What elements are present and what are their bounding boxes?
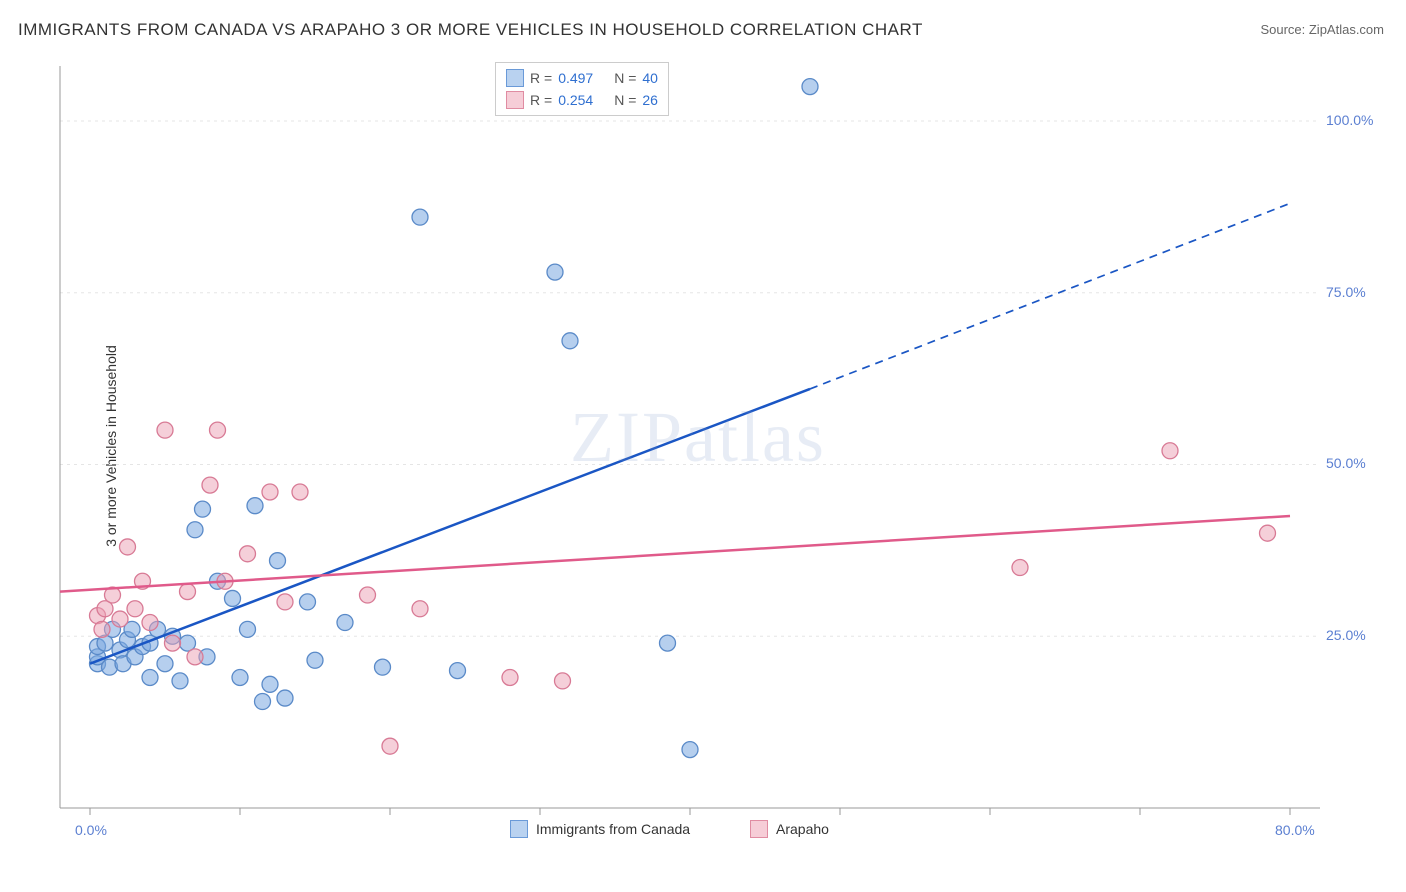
r-value: 0.254 [558, 89, 608, 111]
series-legend-canada: Immigrants from Canada [510, 820, 690, 838]
n-label: N = [614, 67, 636, 89]
r-label: R = [530, 89, 552, 111]
legend-row: R = 0.254 N = 26 [506, 89, 658, 111]
legend-label: Immigrants from Canada [536, 821, 690, 837]
source-name: ZipAtlas.com [1309, 22, 1384, 37]
legend-label: Arapaho [776, 821, 829, 837]
source-prefix: Source: [1260, 22, 1308, 37]
r-value: 0.497 [558, 67, 608, 89]
legend-swatch [506, 69, 524, 87]
correlation-legend: R = 0.497 N = 40 R = 0.254 N = 26 [495, 62, 669, 116]
x-tick-label: 80.0% [1275, 822, 1315, 838]
y-tick-label: 100.0% [1326, 112, 1373, 128]
x-tick-label: 0.0% [75, 822, 107, 838]
legend-swatch [506, 91, 524, 109]
legend-row: R = 0.497 N = 40 [506, 67, 658, 89]
legend-swatch [750, 820, 768, 838]
series-legend-arapaho: Arapaho [750, 820, 829, 838]
y-tick-label: 50.0% [1326, 455, 1366, 471]
y-tick-label: 25.0% [1326, 627, 1366, 643]
n-label: N = [614, 89, 636, 111]
legend-swatch [510, 820, 528, 838]
n-value: 40 [642, 67, 658, 89]
r-label: R = [530, 67, 552, 89]
chart-title: IMMIGRANTS FROM CANADA VS ARAPAHO 3 OR M… [18, 20, 923, 40]
scatter-plot [50, 58, 1380, 838]
source-attribution: Source: ZipAtlas.com [1260, 22, 1384, 37]
n-value: 26 [642, 89, 658, 111]
y-tick-label: 75.0% [1326, 284, 1366, 300]
